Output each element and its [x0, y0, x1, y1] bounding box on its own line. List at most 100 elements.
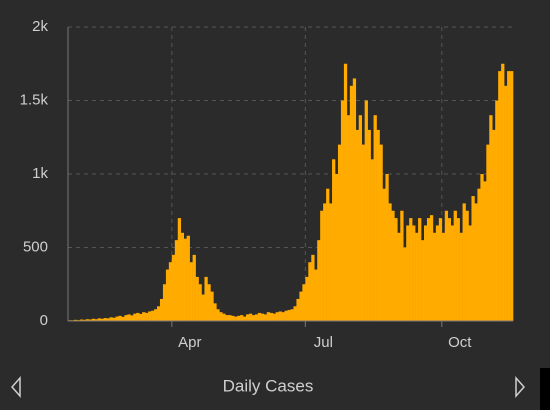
bar: [216, 309, 220, 321]
bar: [97, 318, 101, 321]
bar: [501, 63, 505, 321]
bar: [148, 311, 152, 321]
bar: [409, 218, 413, 321]
bar: [438, 218, 443, 321]
bar: [435, 225, 440, 321]
bar: [495, 100, 499, 321]
bar: [397, 232, 401, 321]
bar: [151, 310, 155, 321]
y-tick-label: 1k: [32, 165, 48, 182]
bar: [154, 309, 158, 321]
bar: [85, 319, 90, 321]
plot-area: 0 500 1k 1.5k 2k Apr Jul Oct: [20, 18, 514, 351]
bar: [284, 310, 288, 321]
bar: [447, 218, 451, 321]
x-tick-label: Apr: [178, 334, 201, 351]
bar: [240, 315, 244, 321]
bar: [388, 203, 392, 321]
y-tick-label: 0: [40, 312, 48, 329]
bar: [370, 159, 374, 321]
bar: [432, 232, 437, 321]
bar: [489, 115, 493, 321]
bar: [352, 78, 357, 321]
bar: [94, 319, 98, 321]
bar: [100, 318, 104, 321]
bar: [177, 218, 182, 321]
bar: [180, 232, 184, 321]
bar: [426, 218, 431, 321]
bar: [326, 188, 330, 321]
bar: [311, 254, 315, 321]
bar: [139, 313, 143, 321]
edge-panel: [540, 368, 550, 410]
bar: [299, 291, 303, 321]
bar: [82, 319, 87, 321]
bar: [343, 63, 348, 321]
bar: [424, 225, 428, 321]
bar: [254, 314, 259, 321]
bar: [225, 315, 229, 321]
bar: [275, 312, 279, 321]
bar: [441, 232, 446, 321]
bar: [302, 284, 306, 321]
bar: [358, 115, 362, 321]
bar: [361, 144, 365, 321]
bar: [142, 312, 146, 321]
bar: [450, 225, 454, 321]
bar: [308, 262, 312, 321]
bar: [198, 284, 202, 321]
prev-arrow[interactable]: [10, 376, 21, 398]
bar: [323, 203, 327, 321]
bar: [498, 71, 502, 321]
y-tick-label: 1.5k: [20, 91, 49, 108]
bar: [483, 181, 487, 321]
bar: [121, 316, 125, 321]
bar: [474, 203, 478, 321]
bar: [269, 312, 273, 321]
bar: [73, 319, 78, 321]
bar: [130, 315, 134, 321]
bar: [412, 225, 416, 321]
bar: [403, 247, 407, 321]
bar: [246, 314, 250, 321]
bar: [186, 235, 190, 321]
bar: [231, 315, 235, 321]
bar: [340, 100, 345, 321]
bar: [260, 313, 265, 321]
bar: [468, 225, 472, 321]
bar: [171, 254, 176, 321]
bar: [207, 284, 211, 321]
bar: [293, 306, 297, 321]
bar: [201, 294, 205, 321]
bar: [314, 269, 318, 321]
bar: [183, 238, 187, 321]
bar: [429, 215, 434, 321]
bar: [88, 319, 93, 321]
bar: [127, 314, 131, 321]
y-tick-label: 500: [23, 238, 48, 255]
bar: [278, 311, 282, 321]
bar: [159, 298, 164, 321]
bar: [192, 254, 196, 321]
bar: [367, 129, 371, 321]
bar: [133, 313, 137, 321]
bar: [195, 276, 199, 321]
bar: [510, 71, 514, 321]
bar: [376, 129, 380, 321]
bar: [118, 315, 122, 321]
bar: [106, 318, 110, 321]
bar: [112, 317, 116, 321]
bar: [462, 203, 466, 321]
bar: [157, 306, 161, 321]
bar: [243, 316, 247, 321]
bar: [109, 317, 113, 321]
bar: [394, 218, 398, 321]
bar: [228, 315, 232, 321]
bar: [136, 312, 140, 321]
bar: [257, 312, 262, 321]
bar: [266, 312, 271, 321]
bar: [287, 309, 291, 321]
next-arrow[interactable]: [515, 376, 526, 398]
bar: [453, 210, 457, 321]
